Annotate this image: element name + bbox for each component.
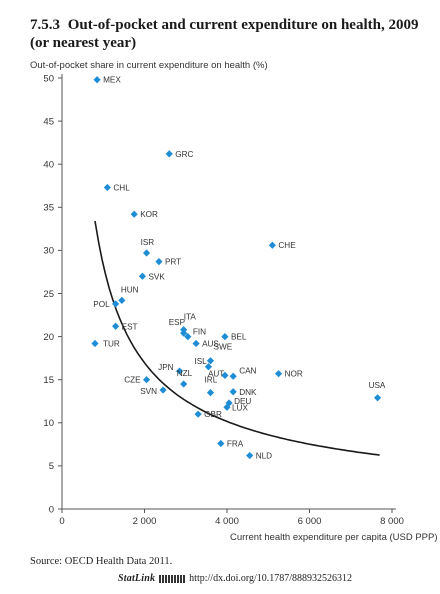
y-tick-label: 0 (49, 504, 54, 515)
point-label-nor: NOR (285, 370, 303, 379)
y-tick-label: 30 (43, 246, 54, 257)
point-label-nzl: NZL (177, 369, 193, 378)
data-point-chl (103, 183, 111, 192)
point-label-esp: ESP (169, 318, 186, 327)
point-label-aus: AUS (202, 339, 219, 348)
point-label-grc: GRC (175, 150, 193, 159)
point-label-mex: MEX (103, 76, 121, 85)
statlink-url[interactable]: http://dx.doi.org/10.1787/888932526312 (189, 573, 353, 584)
data-point-lux (223, 403, 231, 411)
point-label-gbr: GBR (204, 410, 222, 419)
x-tick-label: 8 000 (380, 516, 404, 527)
point-label-bel: BEL (231, 333, 247, 342)
data-point-esp (180, 329, 188, 337)
data-point-hun (118, 296, 126, 304)
data-point-cze (142, 376, 151, 384)
data-point-irl (206, 389, 215, 397)
point-label-fra: FRA (227, 439, 244, 448)
data-point-svn (159, 386, 167, 394)
y-tick-label: 15 (43, 375, 54, 386)
figure-number: 7.5.3 (30, 17, 60, 33)
point-label-isr: ISR (141, 238, 155, 247)
data-point-tur (91, 339, 99, 348)
x-tick-label: 4 000 (215, 516, 239, 527)
data-point-nor (274, 370, 283, 378)
data-point-mex (93, 76, 101, 84)
point-label-svk: SVK (148, 272, 165, 281)
data-point-est (112, 322, 120, 330)
point-label-hun: HUN (121, 285, 139, 294)
data-point-kor (130, 210, 138, 218)
point-label-kor: KOR (140, 210, 158, 219)
data-point-dnk (229, 388, 237, 396)
y-tick-label: 35 (43, 203, 54, 214)
data-point-gbr (194, 410, 202, 418)
point-label-che: CHE (278, 241, 296, 250)
point-label-tur: TUR (103, 339, 120, 348)
statlink: StatLink http://dx.doi.org/10.1787/888932… (118, 573, 352, 584)
data-point-aus (192, 339, 200, 348)
point-label-swe: SWE (214, 343, 233, 352)
y-tick-label: 10 (43, 418, 54, 429)
point-label-fin: FIN (193, 328, 206, 337)
data-point-isr (142, 249, 151, 257)
point-label-irl: IRL (205, 376, 218, 385)
data-point-can (229, 372, 237, 380)
point-label-pol: POL (93, 300, 110, 309)
y-tick-label: 20 (43, 332, 54, 343)
statlink-barcode-icon (159, 574, 186, 583)
data-point-bel (221, 333, 229, 341)
data-point-nld (246, 451, 254, 460)
point-label-aut: AUT (208, 369, 224, 378)
data-point-prt (155, 258, 163, 266)
point-label-nld: NLD (256, 452, 272, 461)
point-label-svn: SVN (140, 387, 157, 396)
point-label-isl: ISL (194, 357, 207, 366)
point-label-usa: USA (369, 381, 386, 390)
y-axis-label: Out-of-pocket share in current expenditu… (30, 60, 268, 71)
data-point-swe (206, 357, 215, 365)
title-text: Out-of-pocket and current expenditure on… (30, 17, 419, 51)
point-label-dnk: DNK (239, 388, 257, 397)
point-label-ita: ITA (184, 313, 197, 322)
y-tick-label: 25 (43, 289, 54, 300)
data-point-fin (184, 333, 192, 341)
y-tick-label: 50 (43, 73, 54, 84)
x-axis-label: Current health expenditure per capita (U… (230, 532, 438, 543)
chart-title: 7.5.3 Out-of-pocket and current expendit… (30, 16, 430, 52)
point-label-prt: PRT (165, 258, 181, 267)
point-label-deu: DEU (234, 397, 251, 406)
data-point-aut (221, 371, 229, 379)
trend-line (94, 220, 380, 456)
point-label-chl: CHL (113, 183, 130, 192)
source-note: Source: OECD Health Data 2011. (30, 556, 173, 567)
y-tick-label: 45 (43, 116, 54, 127)
point-label-cze: CZE (124, 376, 141, 385)
point-label-jpn: JPN (158, 363, 174, 372)
point-label-lux: LUX (232, 403, 248, 412)
data-point-fra (217, 439, 225, 448)
point-label-est: EST (122, 322, 138, 331)
point-label-can: CAN (239, 366, 256, 375)
data-point-isl (204, 363, 213, 371)
x-tick-label: 2 000 (133, 516, 157, 527)
data-point-jpn (175, 367, 184, 375)
x-tick-label: 0 (59, 516, 64, 527)
data-point-svk (138, 272, 147, 280)
data-point-grc (165, 150, 173, 158)
y-tick-label: 40 (43, 160, 54, 171)
data-point-nzl (180, 380, 188, 388)
data-point-usa (373, 394, 382, 402)
y-tick-label: 5 (49, 461, 54, 472)
data-point-pol (112, 300, 120, 308)
statlink-brand: StatLink (118, 573, 156, 584)
data-point-che (268, 241, 276, 249)
x-tick-label: 6 000 (298, 516, 322, 527)
